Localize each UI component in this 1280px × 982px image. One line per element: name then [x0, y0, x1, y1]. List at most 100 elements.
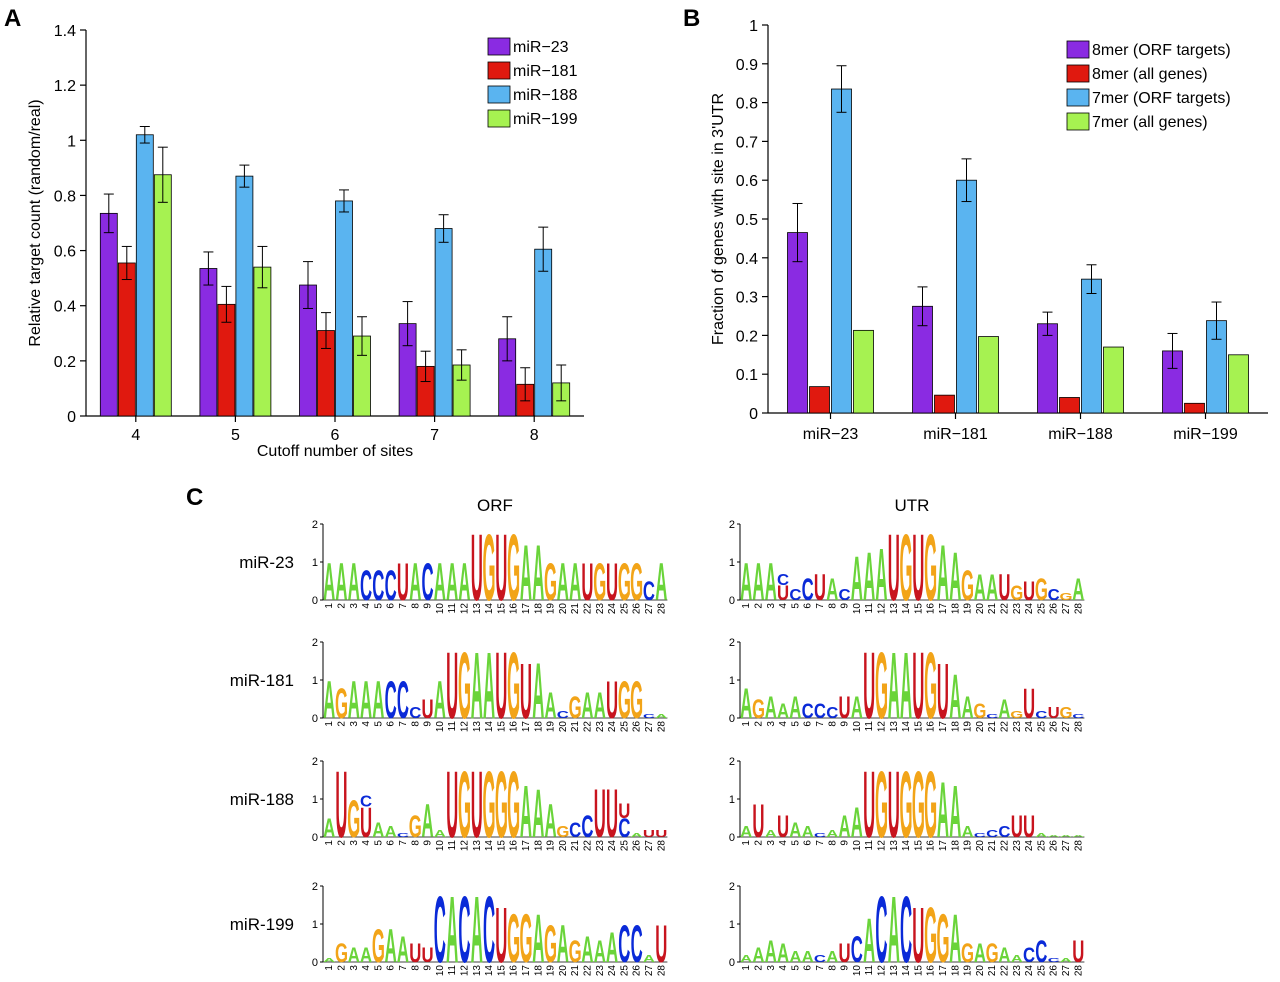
logo-letter-u: U — [606, 775, 618, 852]
logo-letter-g: G — [519, 900, 532, 977]
logo-letter-g: G — [569, 934, 582, 969]
chart-a-ytick-label: 1.2 — [54, 78, 76, 95]
chart-b-legend-label: 8mer (ORF targets) — [1092, 42, 1231, 59]
logo-letter-a: A — [789, 948, 801, 965]
logo-letter-g: G — [507, 752, 520, 858]
logo-letter-u: U — [839, 938, 851, 968]
logo-position-label: 18 — [950, 603, 961, 615]
panel-letter-c: C — [186, 484, 203, 511]
logo-ytick-label: 2 — [729, 519, 735, 531]
logo-letter-c: C — [618, 813, 630, 843]
logo-letter-u: U — [1023, 680, 1035, 727]
chart-a-bar — [135, 134, 154, 417]
chart-a-ytick-label: 0.6 — [54, 244, 76, 261]
logo-letter-c: C — [986, 713, 998, 719]
logo-letter-c: C — [1048, 957, 1060, 963]
chart-b-bar — [831, 88, 852, 414]
logo-letter-u: U — [863, 752, 875, 858]
logo-position-label: 23 — [595, 603, 606, 615]
logo-letter-g: G — [495, 752, 508, 858]
logo-letter-a: A — [863, 538, 875, 615]
logo-position-label: 5 — [373, 721, 384, 727]
chart-b-bar — [934, 394, 955, 414]
logo-position-label: 12 — [876, 603, 887, 615]
logo-position-label: 10 — [852, 965, 863, 977]
logo-letter-g: G — [409, 809, 422, 844]
logo-letter-u: U — [446, 752, 458, 858]
logo-letter-u: U — [655, 827, 667, 839]
logo-letter-a: A — [826, 948, 838, 965]
logo-letter-g: G — [973, 700, 986, 723]
chart-b-xtick-label: miR−199 — [1173, 426, 1238, 443]
logo-position-label: 20 — [558, 840, 569, 852]
chart-a: 0 0.2 0.4 0.6 0.8 1 1.2 1.4 4 5 6 7 8 Cutoff number o… — [27, 23, 584, 460]
logo-letter-u: U — [998, 568, 1010, 609]
logo-letter-a: A — [998, 944, 1010, 967]
logo-position-label: 13 — [889, 840, 900, 852]
logo-letter-c: C — [814, 952, 826, 964]
chart-a-legend-swatch — [487, 85, 511, 104]
logo-position-label: 3 — [766, 840, 777, 846]
chart-a-legend-label: miR−199 — [513, 111, 578, 128]
logo-letter-a: A — [974, 938, 986, 968]
logo-position-label: 21 — [987, 965, 998, 977]
logo-position-label: 14 — [901, 603, 912, 615]
logo-position-label: 8 — [827, 603, 838, 609]
logo-position-label: 7 — [815, 965, 826, 971]
logo-letter-a: A — [962, 690, 974, 725]
logo-position-label: 2 — [336, 965, 347, 971]
logo-letter-a: A — [569, 554, 581, 612]
logo-position-label: 25 — [619, 721, 630, 733]
chart-a-xtick-label: 5 — [231, 427, 240, 444]
logo-letter-c: C — [643, 576, 655, 606]
logo-position-label: 9 — [840, 840, 851, 846]
chart-a-legend-label: miR−181 — [513, 63, 578, 80]
logo-letter-u: U — [643, 827, 655, 839]
logo-letter-a: A — [826, 572, 838, 607]
logo-position-label: 17 — [938, 965, 949, 977]
logo-letter-u: U — [1023, 576, 1035, 606]
logo-position-label: 8 — [410, 965, 421, 971]
logo-letter-c: C — [360, 793, 372, 810]
logo-position-label: 23 — [595, 840, 606, 852]
logo-position-label: 9 — [840, 965, 851, 971]
logo-letter-a: A — [1035, 832, 1047, 838]
logo-position-label: 1 — [741, 603, 752, 609]
logo-letter-a: A — [888, 877, 900, 982]
chart-a-legend-label: miR−23 — [513, 39, 569, 56]
logo-position-label: 21 — [987, 840, 998, 852]
logo-letter-a: A — [471, 633, 483, 739]
logo-position-label: 27 — [1061, 721, 1072, 733]
logo-letter-u: U — [814, 568, 826, 609]
logo-position-label: 1 — [324, 721, 335, 727]
logo-position-label: 26 — [1049, 603, 1060, 615]
logo-letter-u: U — [422, 694, 434, 724]
logo-letter-c: C — [1048, 586, 1060, 603]
logo-letter-a: A — [323, 813, 335, 843]
logo-position-label: 15 — [496, 840, 507, 852]
logo-position-label: 26 — [632, 840, 643, 852]
logo-row-label: miR-188 — [230, 790, 294, 809]
logo-position-label: 20 — [975, 965, 986, 977]
logo-position-label: 19 — [546, 603, 557, 615]
logo-letter-g: G — [924, 633, 937, 739]
logo-position-label: 28 — [656, 840, 667, 852]
logo-letter-a: A — [422, 794, 434, 847]
logo-letter-c: C — [826, 704, 838, 721]
logo-letter-c: C — [839, 586, 851, 603]
logo-letter-a: A — [937, 529, 949, 618]
logo-position-label: 9 — [423, 721, 434, 727]
logo-position-label: 4 — [778, 721, 789, 727]
logo-position-label: 25 — [619, 965, 630, 977]
logo-letter-a: A — [385, 919, 397, 972]
logo-position-label: 18 — [533, 603, 544, 615]
logo-position-label: 1 — [741, 965, 752, 971]
chart-a-ytick-label: 1.4 — [54, 23, 76, 40]
logo-letter-g: G — [1059, 590, 1072, 602]
logo-position-label: 17 — [938, 721, 949, 733]
logo-letter-a: A — [655, 554, 667, 612]
logo-position-label: 14 — [484, 840, 495, 852]
logo-position-label: 18 — [533, 721, 544, 733]
logo-letter-c: C — [802, 572, 814, 607]
